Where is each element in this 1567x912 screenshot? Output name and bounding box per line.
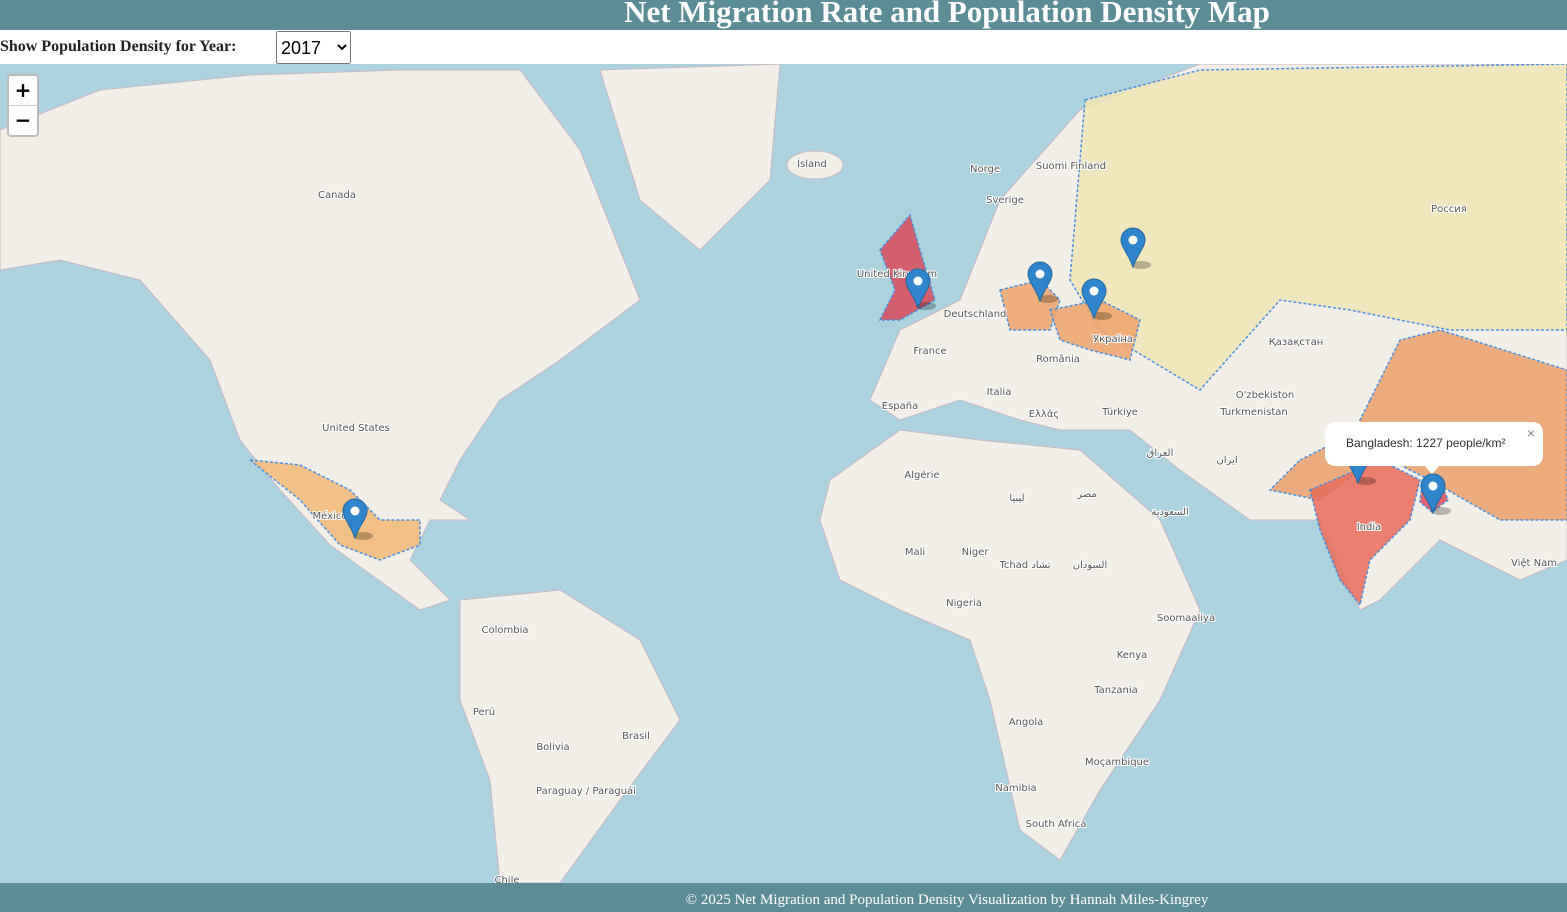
map-label: Brasil	[622, 731, 650, 742]
marker[interactable]	[1081, 278, 1107, 320]
marker-shadow	[1431, 507, 1451, 515]
map-label: Italia	[987, 387, 1012, 398]
map-label: India	[1357, 522, 1382, 533]
map-label: السودان	[1073, 560, 1108, 571]
map-label: España	[882, 401, 918, 412]
map-label: Mali	[905, 547, 925, 558]
map-label: ایران	[1216, 455, 1237, 466]
map-label: Deutschland	[944, 309, 1007, 320]
map-label: Norge	[970, 164, 1000, 175]
footer: © 2025 Net Migration and Population Dens…	[0, 883, 1567, 912]
marker-dot	[1128, 235, 1138, 245]
zoom-out[interactable]: −	[15, 108, 32, 132]
map-label: Niger	[962, 547, 990, 558]
map-label: Tanzania	[1093, 685, 1138, 696]
map[interactable]: Canada United States México Colombia Perú Bol…	[0, 64, 1567, 883]
marker-dot	[1035, 269, 1045, 279]
land	[786, 150, 844, 180]
marker[interactable]	[1420, 473, 1446, 515]
map-label: Nigeria	[946, 598, 982, 609]
marker-shadow	[1131, 261, 1151, 269]
map-label: Ísland	[797, 157, 827, 170]
map-label: France	[913, 346, 946, 357]
country-india[interactable]	[1309, 459, 1421, 607]
popup-close[interactable]: ×	[1527, 425, 1535, 441]
map-label: United States	[322, 423, 390, 434]
map-label: South Africa	[1026, 819, 1087, 830]
map-label: Angola	[1009, 717, 1044, 728]
map-label: Colombia	[482, 625, 529, 636]
map-label: México	[313, 510, 348, 522]
map-label: Việt Nam	[1511, 557, 1557, 569]
zoom-control: + −	[7, 74, 39, 137]
marker-shadow	[1092, 312, 1112, 320]
country-russia[interactable]	[1069, 64, 1567, 391]
marker-dot	[1089, 286, 1099, 296]
marker-shadow	[916, 302, 936, 310]
map-label: Turkmenistan	[1219, 407, 1287, 418]
map-label: Canada	[318, 190, 356, 201]
map-label: Sverige	[986, 195, 1024, 206]
map-label: Tchad تشاد	[998, 560, 1050, 571]
footer-text: © 2025 Net Migration and Population Dens…	[685, 892, 1209, 908]
map-label: Namibia	[995, 783, 1036, 794]
map-label: Algérie	[904, 469, 939, 481]
marker-shadow	[1356, 477, 1376, 485]
map-label: Україна	[1093, 334, 1133, 345]
map-label: O'zbekiston	[1236, 390, 1295, 401]
marker[interactable]	[1120, 227, 1146, 269]
land	[459, 589, 681, 883]
marker[interactable]	[905, 268, 931, 310]
map-label: مصر	[1076, 489, 1097, 500]
header: Net Migration Rate and Population Densit…	[0, 0, 1567, 30]
popup: Bangladesh: 1227 people/km² ×	[1325, 422, 1543, 474]
map-label: Suomi Finland	[1036, 161, 1106, 172]
map-label: Paraguay / Paraguái	[536, 785, 636, 797]
marker-dot	[350, 506, 360, 516]
year-label: Show Population Density for Year:	[0, 38, 237, 55]
map-label: Soomaaliya	[1157, 613, 1215, 624]
map-label: România	[1036, 353, 1080, 365]
map-label: Россия	[1431, 204, 1467, 215]
page-title: Net Migration Rate and Population Densit…	[624, 0, 1270, 29]
marker-dot	[913, 276, 923, 286]
marker-shadow	[1038, 295, 1058, 303]
map-label: Қазақстан	[1269, 337, 1324, 348]
marker-dot	[1428, 481, 1438, 491]
land	[0, 69, 641, 611]
map-label: السعودية	[1151, 507, 1188, 518]
year-select[interactable]: 2017	[276, 31, 351, 64]
map-label: ليبيا	[1009, 493, 1024, 504]
map-label: Perú	[473, 706, 495, 718]
popup-tip	[1424, 465, 1440, 474]
zoom-in[interactable]: +	[15, 78, 32, 102]
controls: Show Population Density for Year: 2017	[0, 30, 1567, 64]
map-label: Ελλάς	[1029, 408, 1060, 420]
map-label: Türkiye	[1101, 407, 1138, 418]
marker[interactable]	[342, 498, 368, 540]
map-label: Kenya	[1117, 650, 1148, 661]
marker-shadow	[353, 532, 373, 540]
marker[interactable]	[1027, 261, 1053, 303]
map-label: العراق	[1147, 448, 1174, 459]
map-label: Moçambique	[1085, 757, 1149, 768]
map-label: Chile	[494, 875, 519, 883]
popup-text: Bangladesh: 1227 people/km²	[1346, 436, 1505, 450]
country-mexico[interactable]	[247, 459, 421, 561]
map-label: Bolivia	[536, 742, 569, 753]
land	[819, 429, 1201, 861]
popup-box	[1325, 422, 1543, 466]
land	[599, 64, 781, 251]
